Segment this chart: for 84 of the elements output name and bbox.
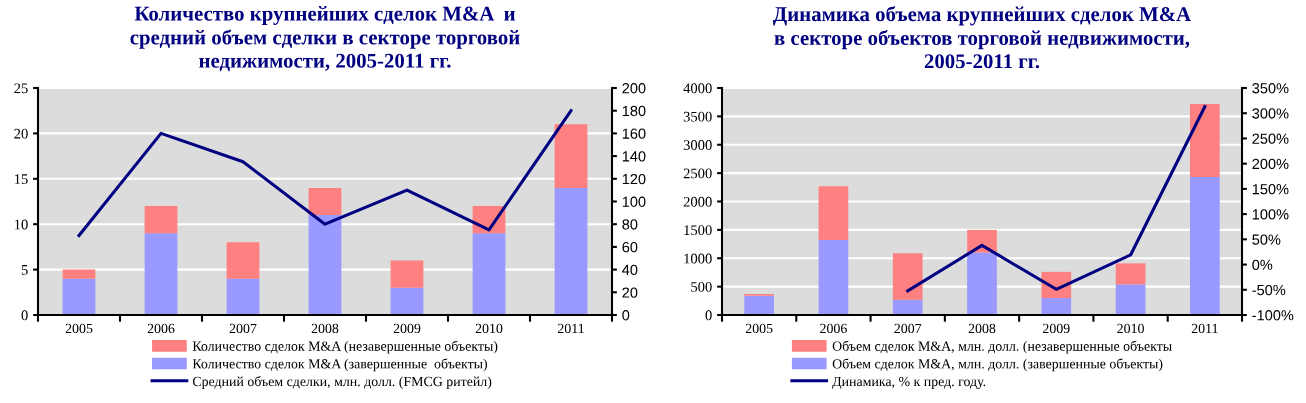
y2-tick-label: 180	[622, 105, 646, 117]
bar	[744, 295, 774, 315]
y2-tick-label: 20	[622, 287, 638, 298]
bar	[308, 187, 342, 216]
y2-tick-label: 100	[622, 196, 646, 207]
legend-label: Количество сделок M&A (незавершенные объекты)	[192, 340, 498, 354]
bar	[818, 186, 849, 241]
y2-tick-label: 300%	[1252, 108, 1289, 119]
bar	[818, 240, 849, 315]
x-tick-label: 2009	[393, 323, 421, 334]
y2-tick-label: 200	[622, 83, 646, 94]
y-tick-label: 1000	[684, 253, 712, 264]
y-tick-label: 10	[14, 219, 28, 230]
x-tick-label: 2010	[1117, 323, 1144, 334]
x-tick-label: 2006	[820, 323, 847, 334]
y2-tick-label: 0%	[1252, 259, 1273, 270]
y-tick-label: 20	[14, 128, 28, 139]
y-tick-label: 0	[705, 310, 712, 321]
y2-tick-label: 200%	[1252, 158, 1289, 170]
bar	[226, 278, 260, 315]
bar	[967, 252, 997, 315]
x-tick-label: 2005	[745, 323, 773, 334]
chart-title: Количество крупнейших сделок M&A и средний объем сделки в секторе торговой недижимости, 2005-2011 гг.	[130, 6, 520, 72]
bar	[1190, 177, 1220, 315]
y2-tick-label: 350%	[1252, 83, 1289, 94]
y2-tick-label: 160	[622, 128, 646, 139]
y-tick-label: 15	[14, 174, 28, 184]
y-tick-label: 5	[21, 265, 28, 275]
y2-tick-label: -100%	[1252, 310, 1294, 321]
y-tick-label: 0	[21, 310, 28, 321]
y2-tick-label: 120	[622, 173, 646, 185]
bar	[226, 242, 260, 279]
chart-title: Динамика объема крупнейших сделок M&A в секторе объектов торговой недвижимости, 2005-2011 гг.	[772, 6, 1191, 69]
y2-tick-label: 100%	[1252, 209, 1289, 220]
y2-tick-label: 50%	[1252, 234, 1281, 245]
bar	[62, 278, 96, 315]
y2-tick-label: -50%	[1252, 284, 1286, 296]
bar	[390, 287, 424, 315]
y-tick-label: 4000	[683, 83, 712, 94]
y2-tick-label: 40	[622, 264, 638, 276]
y-tick-label: 500	[691, 281, 712, 292]
legend-label: Объем сделок M&A, млн. долл. (незавершенные объекты	[832, 340, 1172, 354]
y-tick-label: 3000	[683, 140, 712, 150]
bar	[1115, 284, 1146, 315]
bar	[554, 187, 588, 315]
bar	[892, 253, 923, 300]
bar	[144, 233, 178, 315]
x-tick-label: 2008	[311, 323, 339, 334]
bar	[1190, 103, 1220, 178]
x-tick-label: 2009	[1043, 323, 1070, 334]
bar	[308, 215, 342, 315]
x-tick-label: 2006	[147, 323, 175, 334]
line-series	[906, 105, 1207, 293]
y2-tick-label: 60	[622, 242, 638, 253]
x-tick-label: 2010	[475, 323, 503, 334]
y2-tick-label: 80	[622, 219, 638, 230]
x-tick-label: 2007	[894, 323, 922, 334]
bar	[144, 206, 178, 234]
y2-tick-label: 150%	[1252, 183, 1289, 195]
bar	[554, 124, 588, 188]
x-tick-label: 2005	[65, 323, 93, 334]
y-tick-label: 25	[14, 83, 28, 94]
bar	[390, 260, 424, 288]
bar	[892, 299, 923, 315]
legend-label: Средний объем сделки, млн. долл. (FMCG ритейл)	[192, 376, 492, 389]
x-tick-label: 2008	[968, 323, 996, 334]
y2-tick-label: 0	[622, 310, 630, 321]
legend-label: Динамика, % к пред. году.	[832, 376, 986, 390]
bar	[62, 269, 96, 279]
line-series	[77, 109, 573, 238]
bar	[472, 233, 506, 315]
x-tick-label: 2011	[1191, 323, 1218, 334]
y-tick-label: 3500	[683, 111, 712, 122]
bar	[1115, 263, 1146, 285]
y-tick-label: 2500	[683, 168, 712, 179]
bar	[1041, 297, 1072, 315]
x-tick-label: 2007	[229, 323, 257, 334]
x-tick-label: 2011	[557, 323, 584, 334]
legend-label: Количество сделок M&A (завершенные объекты)	[192, 358, 488, 372]
y2-tick-label: 250%	[1252, 133, 1289, 144]
y2-tick-label: 140	[622, 151, 646, 162]
y-tick-label: 1500	[684, 225, 712, 236]
legend-label: Объем сделок M&A, млн. долл. (завершенные объекты)	[832, 358, 1163, 372]
y-tick-label: 2000	[683, 196, 712, 207]
